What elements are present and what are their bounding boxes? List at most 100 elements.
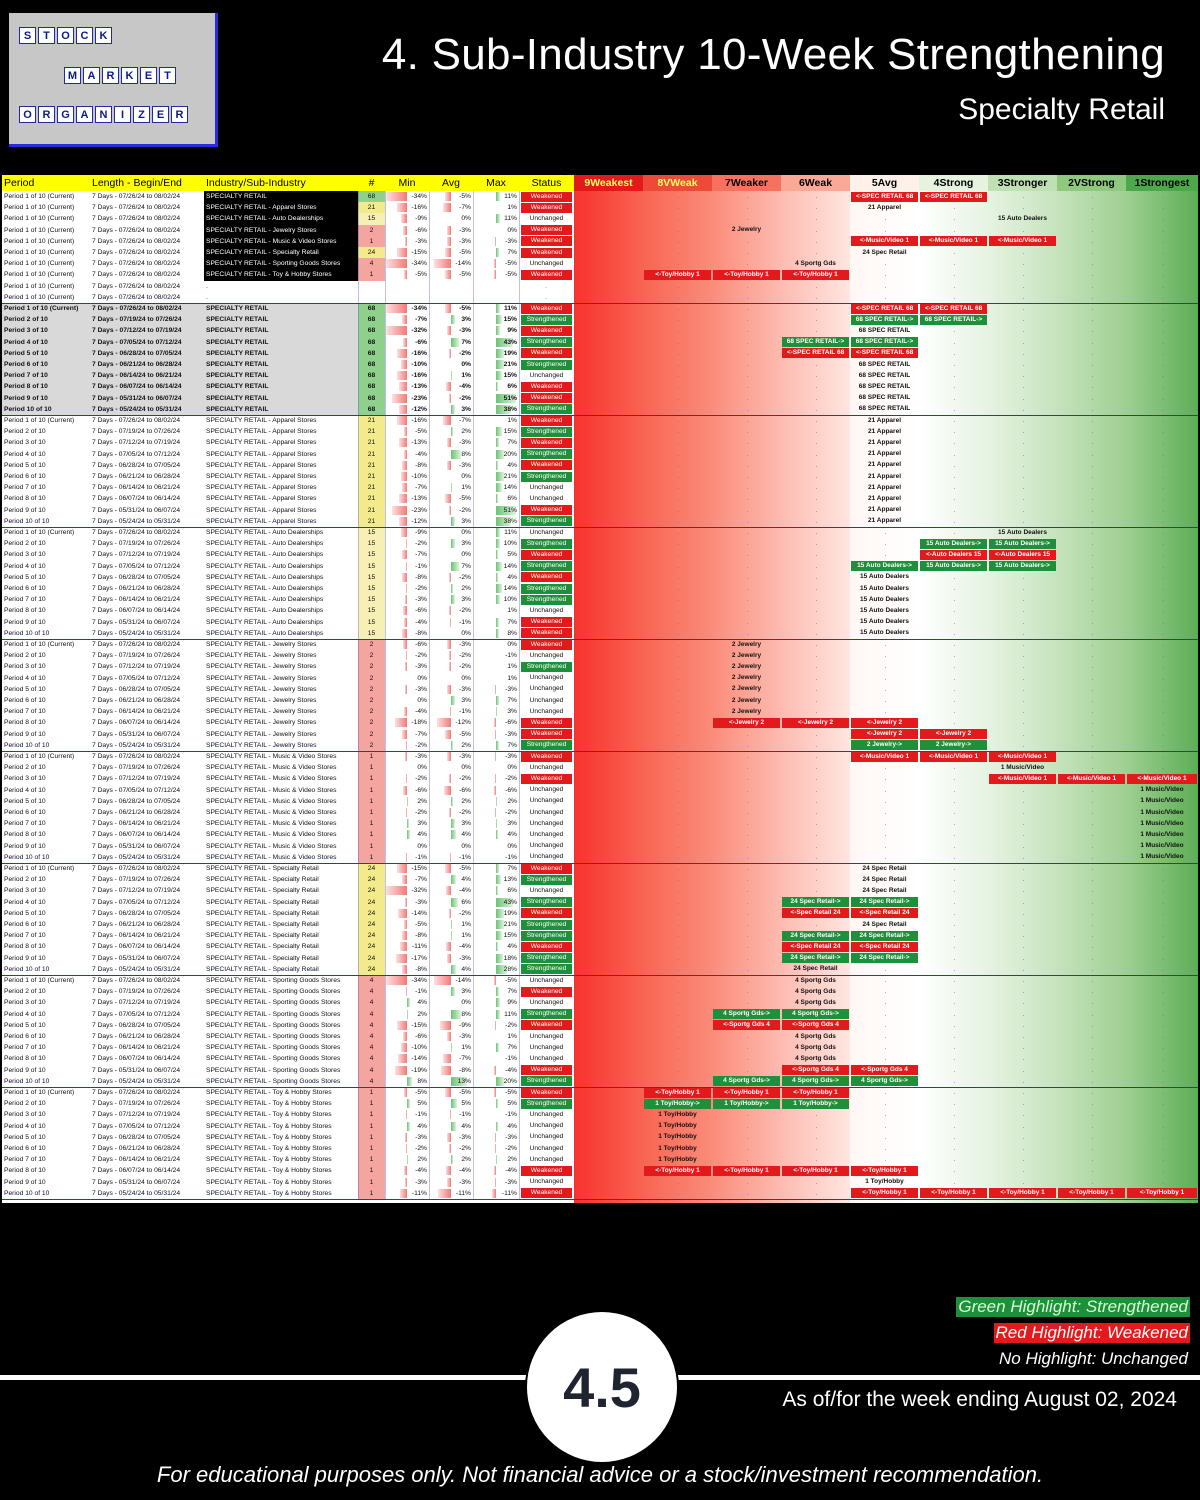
industry-label: SPECIALTY RETAIL - Auto Dealerships bbox=[206, 573, 324, 581]
count-bg bbox=[358, 403, 385, 415]
empty-dot: . bbox=[953, 1033, 956, 1040]
max-value: 21% bbox=[503, 361, 517, 368]
count-bg bbox=[358, 683, 385, 695]
legend-strengthened: Green Highlight: Strengthened bbox=[956, 1297, 1190, 1317]
empty-dot: . bbox=[1162, 316, 1164, 324]
empty-dot: . bbox=[953, 204, 956, 212]
value-bar bbox=[496, 483, 502, 493]
empty-dot: . bbox=[1162, 1055, 1164, 1063]
empty-dot: . bbox=[677, 417, 680, 424]
count-bg bbox=[358, 952, 385, 964]
count-value: 2 bbox=[369, 730, 374, 738]
empty-dot: . bbox=[1162, 887, 1164, 895]
period-label: Period 4 of 10 bbox=[4, 1010, 46, 1018]
empty-dot: . bbox=[746, 831, 749, 839]
empty-dot: . bbox=[1022, 1033, 1025, 1040]
count-bg bbox=[358, 1109, 385, 1121]
table-row: Period 3 of 10 7 Days - 07/12/24 to 07/19… bbox=[2, 437, 1198, 449]
max-value: 13% bbox=[503, 876, 517, 884]
avg-value: -2% bbox=[459, 809, 471, 816]
empty-dot: . bbox=[1162, 1111, 1164, 1119]
period-label: Period 10 of 10 bbox=[4, 965, 50, 973]
industry-label: SPECIALTY RETAIL bbox=[206, 327, 269, 335]
empty-dot: . bbox=[677, 853, 680, 861]
avg-value: -3% bbox=[459, 753, 471, 760]
zone-marker: 1 Toy/Hobby bbox=[658, 1122, 697, 1130]
empty-dot: . bbox=[1022, 932, 1025, 940]
industry-label: SPECIALTY RETAIL - Specialty Retail bbox=[206, 865, 319, 872]
empty-dot: . bbox=[1091, 484, 1094, 492]
count-value: 24 bbox=[367, 876, 376, 884]
count-bg bbox=[358, 896, 385, 908]
table-row: Period 1 of 10 (Current) 7 Days - 07/26/2… bbox=[2, 1087, 1198, 1099]
black-block bbox=[204, 247, 358, 259]
count-bg bbox=[358, 807, 385, 819]
empty-dot: . bbox=[746, 428, 749, 436]
empty-dot: . bbox=[746, 282, 749, 290]
zone-marker: 1 Toy/Hobby bbox=[658, 1144, 697, 1152]
value-bar bbox=[496, 1099, 498, 1109]
industry-label: SPECIALTY RETAIL - Specialty Retail bbox=[206, 965, 319, 973]
group-separator bbox=[2, 639, 1198, 640]
min-value: -13% bbox=[411, 495, 427, 503]
value-bar bbox=[401, 460, 407, 470]
table-row: Period 3 of 10 7 Days - 07/12/24 to 07/19… bbox=[2, 1109, 1198, 1121]
empty-dot: . bbox=[1162, 585, 1164, 592]
industry-label: SPECIALTY RETAIL - Auto Dealerships bbox=[206, 596, 324, 604]
status-badge: Weakened bbox=[521, 863, 572, 874]
empty-dot: . bbox=[1022, 473, 1025, 480]
length-label: 7 Days - 07/05/24 to 07/12/24 bbox=[92, 562, 181, 570]
logo-letter: T bbox=[159, 67, 176, 84]
value-bar bbox=[442, 203, 451, 213]
empty-dot: . bbox=[677, 484, 680, 492]
count-value: 15 bbox=[367, 562, 376, 570]
empty-dot: . bbox=[953, 417, 956, 424]
zone-marker: <-Toy/Hobby 1 bbox=[782, 1087, 849, 1098]
count-value: 24 bbox=[367, 865, 376, 872]
empty-dot: . bbox=[608, 988, 611, 996]
length-label: 7 Days - 05/31/24 to 06/07/24 bbox=[92, 1066, 181, 1074]
avg-value: 3% bbox=[461, 820, 471, 828]
min-value: -32% bbox=[411, 327, 427, 335]
table-row: Period 1 of 10 (Current) 7 Days - 07/26/2… bbox=[2, 280, 1198, 292]
table-row: Period 5 of 10 7 Days - 06/28/24 to 07/05… bbox=[2, 907, 1198, 919]
logo-letter: R bbox=[102, 67, 119, 84]
zone-marker: 68 SPEC RETAIL-> bbox=[782, 337, 849, 348]
empty-dot: . bbox=[677, 596, 680, 604]
value-bar bbox=[496, 864, 499, 873]
min-value: 2% bbox=[417, 797, 427, 805]
value-bar bbox=[399, 404, 407, 414]
zone-background bbox=[643, 191, 712, 1203]
value-bar bbox=[496, 897, 514, 907]
industry-label: SPECIALTY RETAIL - Auto Dealerships bbox=[206, 607, 324, 615]
empty-dot: . bbox=[815, 809, 818, 816]
value-bar bbox=[451, 987, 455, 997]
empty-dot: . bbox=[1022, 204, 1025, 212]
count-value: 1 bbox=[369, 1100, 374, 1108]
min-value: -7% bbox=[415, 551, 427, 559]
empty-dot: . bbox=[1091, 361, 1094, 368]
zone-marker: 1 Music/Video bbox=[1140, 797, 1184, 805]
table-row: Period 8 of 10 7 Days - 06/07/24 to 06/14… bbox=[2, 493, 1198, 505]
empty-dot: . bbox=[746, 1122, 749, 1130]
length-label: 7 Days - 07/26/24 to 08/02/24 bbox=[92, 293, 181, 301]
zone-marker: 15 Auto Dealers bbox=[860, 573, 909, 581]
zone-marker: 1 Music/Video bbox=[1140, 819, 1184, 827]
empty-dot: . bbox=[608, 641, 611, 648]
status-badge: Unchanged bbox=[529, 797, 564, 805]
period-label: Period 7 of 10 bbox=[4, 708, 46, 716]
empty-dot: . bbox=[1162, 1021, 1164, 1029]
max-value: 7% bbox=[507, 618, 517, 626]
empty-dot: . bbox=[746, 764, 749, 772]
min-value: -10% bbox=[411, 1044, 427, 1052]
empty-dot: . bbox=[1091, 349, 1094, 357]
empty-dot: . bbox=[1162, 921, 1164, 928]
empty-dot: . bbox=[608, 753, 611, 760]
value-bar bbox=[496, 404, 512, 414]
status-badge: Strengthened bbox=[521, 919, 572, 930]
gray-block bbox=[2, 370, 358, 382]
group-separator bbox=[2, 527, 1198, 528]
empty-dot: . bbox=[746, 954, 749, 962]
status-badge: Strengthened bbox=[521, 583, 572, 594]
table-row: Period 7 of 10 7 Days - 06/14/24 to 06/21… bbox=[2, 706, 1198, 718]
